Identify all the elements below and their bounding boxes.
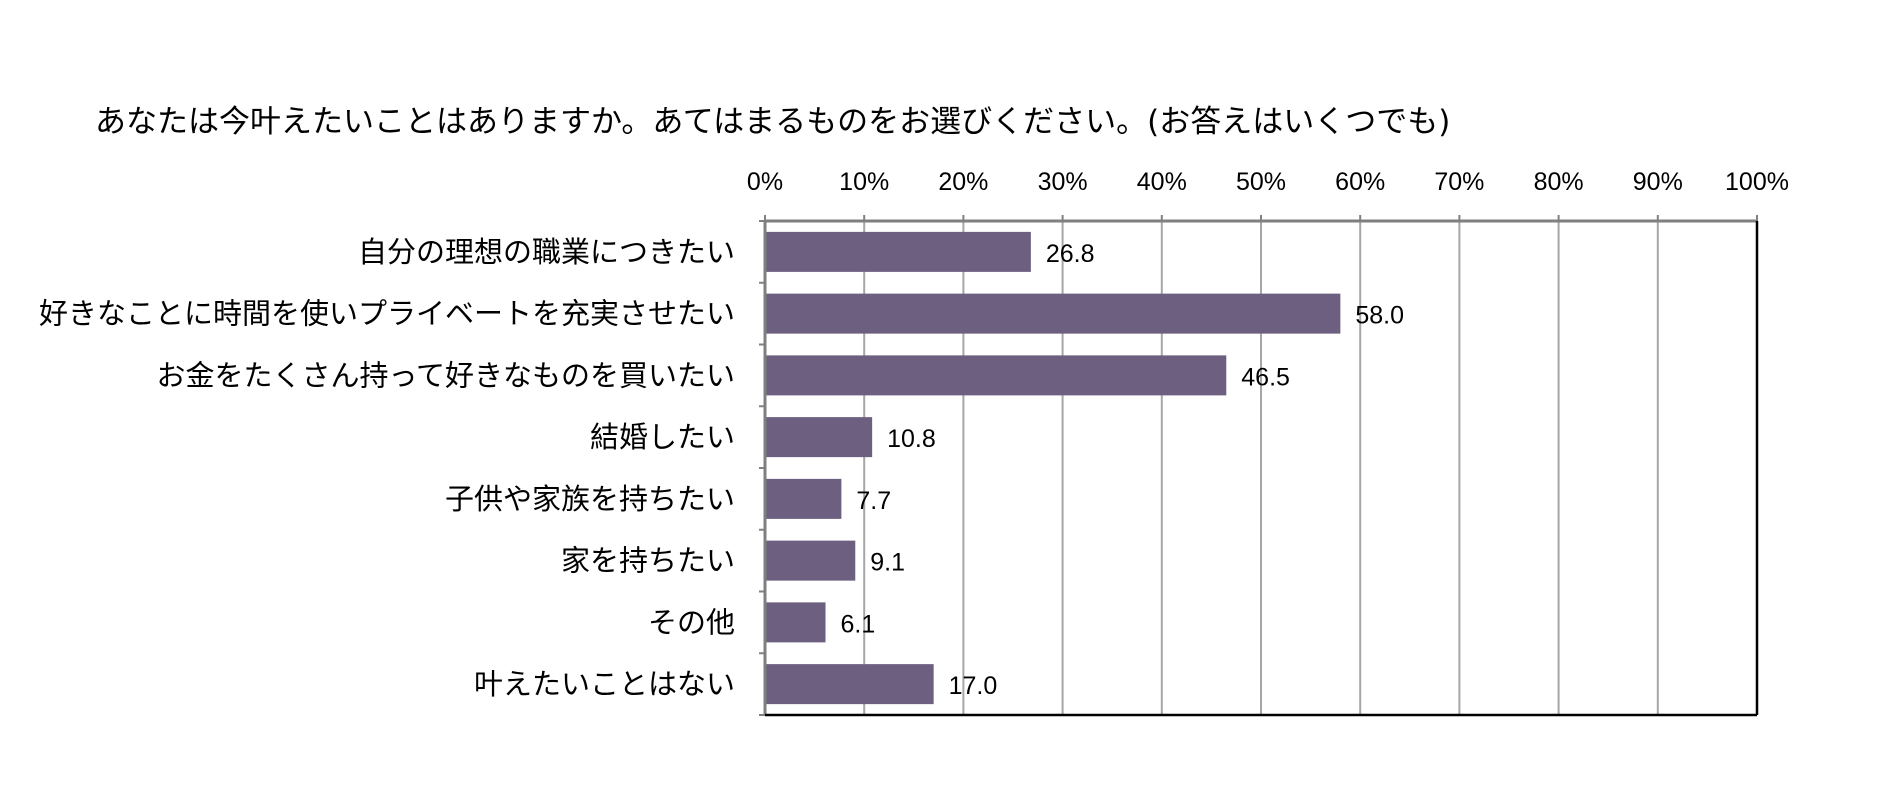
bar bbox=[765, 478, 842, 519]
x-tick-label: 100% bbox=[1725, 168, 1789, 196]
x-tick-label: 70% bbox=[1434, 168, 1484, 196]
x-tick-label: 20% bbox=[938, 168, 988, 196]
data-label: 17.0 bbox=[949, 672, 998, 700]
x-tick-label: 30% bbox=[1038, 168, 1088, 196]
category-label: その他 bbox=[648, 605, 735, 639]
category-labels: 自分の理想の職業につきたい好きなことに時間を使いプライベートを充実させたいお金を… bbox=[39, 235, 735, 701]
data-label: 58.0 bbox=[1355, 302, 1404, 330]
bar bbox=[765, 231, 1031, 272]
data-label: 46.5 bbox=[1241, 363, 1290, 391]
category-label: お金をたくさん持って好きなものを買いたい bbox=[156, 358, 735, 392]
data-label: 9.1 bbox=[870, 549, 905, 577]
x-tick-label: 10% bbox=[839, 168, 889, 196]
bar bbox=[765, 417, 873, 458]
x-tick-label: 60% bbox=[1335, 168, 1385, 196]
bar bbox=[765, 540, 856, 581]
x-axis-ticks: 0% 10% 20% 30% 40% 50% 60% 70% 80% 90% 100% bbox=[747, 168, 1789, 716]
category-label: 家を持ちたい bbox=[561, 544, 735, 578]
bar bbox=[765, 664, 934, 705]
bar bbox=[765, 602, 826, 643]
category-label: 自分の理想の職業につきたい bbox=[358, 235, 735, 269]
data-label: 26.8 bbox=[1046, 240, 1095, 268]
category-label: 好きなことに時間を使いプライベートを充実させたい bbox=[39, 297, 735, 331]
x-tick-label: 50% bbox=[1236, 168, 1286, 196]
x-tick-label: 0% bbox=[747, 168, 783, 196]
category-label: 子供や家族を持ちたい bbox=[445, 482, 735, 516]
x-tick-label: 40% bbox=[1137, 168, 1187, 196]
chart-title: あなたは今叶えたいことはありますか。あてはまるものをお選びください。(お答えはい… bbox=[95, 104, 1451, 140]
x-tick-label: 80% bbox=[1534, 168, 1584, 196]
data-label: 7.7 bbox=[856, 487, 891, 515]
bars bbox=[765, 231, 1341, 705]
data-label: 6.1 bbox=[841, 610, 876, 638]
category-label: 結婚したい bbox=[590, 420, 735, 454]
category-label: 叶えたいことはない bbox=[474, 667, 735, 701]
data-labels: 26.8 58.0 46.5 10.8 7.7 9.1 6.1 17.0 bbox=[841, 240, 1405, 700]
bar bbox=[765, 355, 1227, 396]
bar bbox=[765, 293, 1341, 334]
data-label: 10.8 bbox=[887, 425, 936, 453]
x-tick-label: 90% bbox=[1633, 168, 1683, 196]
plot-frame bbox=[763, 219, 1759, 717]
